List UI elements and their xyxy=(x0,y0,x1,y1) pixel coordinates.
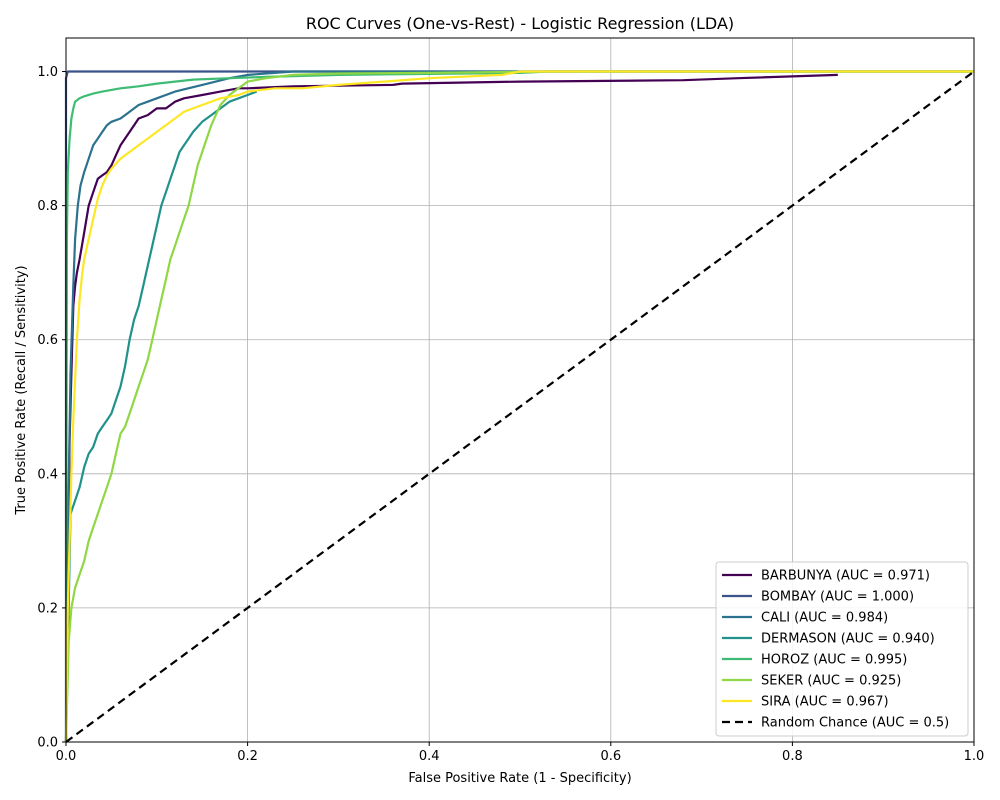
series-line-7 xyxy=(65,70,975,743)
axis-ticks: 0.0 0.2 0.4 0.6 0.8 1.0 0.0 0.2 0.4 0.6 0.8 1.0 xyxy=(37,65,984,764)
y-tick-label: 0.0 xyxy=(37,736,58,751)
x-tick-label: 0.4 xyxy=(419,749,440,764)
plot-frame xyxy=(65,37,975,743)
series-line-0 xyxy=(64,73,838,743)
series-line-6 xyxy=(64,70,974,743)
series-line-5 xyxy=(64,70,974,743)
series-line-4 xyxy=(64,70,974,743)
y-tick-label: 0.2 xyxy=(37,601,58,616)
y-tick-label: 1.0 xyxy=(37,65,58,80)
legend-label-1: BOMBAY (AUC = 1.000) xyxy=(761,590,914,605)
legend: BARBUNYA (AUC = 0.971) BOMBAY (AUC = 1.00… xyxy=(715,561,969,737)
x-tick-label: 0.8 xyxy=(782,749,803,764)
x-tick-label: 0.6 xyxy=(600,749,621,764)
x-axis-title: False Positive Rate (1 - Specificity) xyxy=(408,771,631,786)
chart-title: ROC Curves (One-vs-Rest) - Logistic Regr… xyxy=(306,14,734,33)
x-tick-label: 1.0 xyxy=(964,749,985,764)
y-tick-label: 0.8 xyxy=(37,199,58,214)
grid xyxy=(65,38,975,743)
y-tick-label: 0.4 xyxy=(37,467,58,482)
x-tick-label: 0.0 xyxy=(56,749,77,764)
legend-label-5: SEKER (AUC = 0.925) xyxy=(761,674,901,689)
legend-label-4: HOROZ (AUC = 0.995) xyxy=(761,653,907,668)
legend-box xyxy=(715,561,969,737)
series-line-2 xyxy=(64,70,974,743)
y-axis-title: True Positive Rate (Recall / Sensitivity… xyxy=(14,265,29,515)
y-tick-label: 0.6 xyxy=(37,333,58,348)
x-tick-label: 0.2 xyxy=(237,749,258,764)
legend-label-3: DERMASON (AUC = 0.940) xyxy=(761,632,935,647)
legend-label-0: BARBUNYA (AUC = 0.971) xyxy=(761,569,930,584)
legend-label-2: CALI (AUC = 0.984) xyxy=(761,611,888,626)
series-line-3 xyxy=(64,90,258,743)
legend-label-6: SIRA (AUC = 0.967) xyxy=(761,695,889,710)
legend-label-7: Random Chance (AUC = 0.5) xyxy=(761,716,949,731)
